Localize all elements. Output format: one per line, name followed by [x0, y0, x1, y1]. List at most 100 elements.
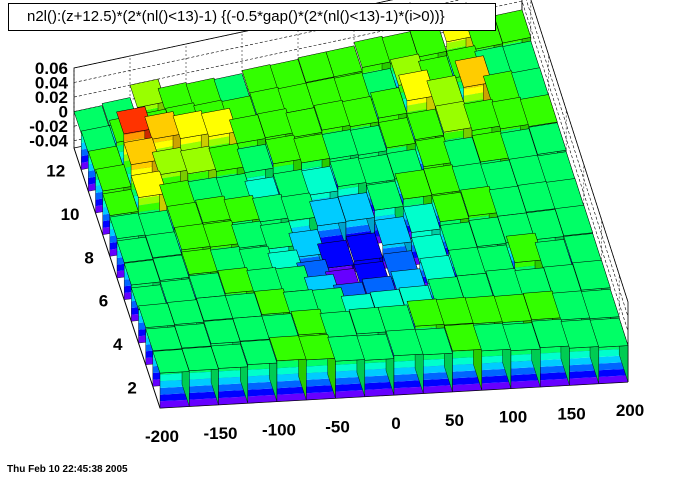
bar-top [116, 236, 154, 263]
bar-top [239, 339, 278, 365]
chart-title: n2l():(z+12.5)*(2*(nl()<13)-1) {(-0.5*ga… [8, 3, 496, 31]
z-tick-label: -0.02 [29, 117, 68, 136]
bar-top [129, 78, 166, 108]
bar-top [144, 111, 181, 140]
bar-front-band [160, 386, 190, 395]
bar-top [464, 295, 503, 324]
z-tick-label: 0.02 [35, 88, 68, 107]
bar-top [195, 195, 232, 224]
lego-bar [414, 327, 453, 394]
bar-front-band [247, 381, 277, 390]
bar-top [398, 69, 436, 102]
bar-top [223, 195, 261, 224]
bar-top [572, 259, 611, 291]
x-tick-label: -50 [325, 417, 350, 436]
bar-front-band [540, 378, 570, 387]
x-tick-label: -200 [145, 427, 179, 446]
bar-top [152, 254, 190, 281]
lego-bar [531, 318, 570, 388]
bar-top [280, 192, 318, 222]
bar-front-band [218, 396, 248, 405]
bar-top [200, 108, 238, 137]
bar-front-band [423, 385, 453, 394]
bar-top [167, 299, 205, 325]
bar-front-band [394, 386, 424, 395]
lego-bar [269, 335, 307, 402]
bar-top [174, 323, 212, 349]
bar-top [502, 322, 541, 351]
bar-top [173, 223, 211, 251]
bar-front-band [160, 399, 190, 408]
bar-top [293, 133, 331, 164]
lego-bar [589, 317, 629, 384]
bar-front-band [569, 377, 599, 386]
bar-front-band [346, 223, 375, 235]
bar-front-band [364, 375, 394, 384]
bar-top [130, 170, 168, 198]
y-tick-label: 10 [61, 205, 80, 224]
bar-top [454, 55, 493, 88]
bar-front-band [160, 393, 190, 402]
lego-bar [443, 323, 483, 393]
bar-top [313, 100, 351, 131]
bar-top [345, 232, 384, 262]
bar-top [519, 94, 558, 127]
timestamp: Thu Feb 10 22:45:38 2005 [7, 464, 128, 475]
bar-top [554, 204, 594, 237]
bar-front-band [382, 245, 412, 256]
bar-front-band [569, 363, 599, 372]
bar-front-band [598, 375, 628, 384]
bar-front-band [306, 391, 336, 400]
bar-front-band [335, 383, 365, 392]
bar-top [402, 203, 441, 233]
bar-top [172, 110, 210, 139]
lego-bar [327, 335, 366, 399]
bar-top [493, 9, 532, 44]
bar-top [123, 259, 161, 286]
bar-top [252, 193, 290, 223]
x-tick-label: 200 [616, 401, 644, 420]
bar-top [473, 322, 512, 352]
z-tick-label: 0.06 [35, 59, 68, 78]
bar-top [145, 326, 183, 351]
bar-front-band [247, 394, 277, 404]
z-tick-label: -0.04 [29, 132, 68, 151]
bar-front-band [511, 373, 541, 382]
bar-top [123, 137, 160, 165]
lego-bar [385, 328, 424, 396]
lego-bar [152, 349, 190, 409]
bar-top [471, 130, 510, 163]
bar-front-band [452, 370, 482, 379]
bar-front-band [511, 366, 541, 376]
bar-top [370, 87, 408, 119]
z-tick-label: 0.04 [35, 74, 69, 93]
bar-top [463, 98, 501, 131]
bar-top [356, 333, 395, 361]
bar-front-band [481, 381, 511, 391]
bar-top [353, 35, 391, 68]
bar-front-band [481, 368, 511, 377]
axis-ticks: -200 -150 -100 -50 0 50 100 150 200246810120.060… [29, 59, 644, 446]
bar-front-band [277, 379, 307, 389]
bar-front-band [306, 378, 336, 387]
bar-front-band [569, 370, 599, 379]
y-tick-label: 2 [127, 378, 136, 397]
bar-top [491, 96, 530, 130]
bar-top [298, 334, 336, 361]
y-tick-label: 12 [46, 162, 65, 181]
bar-top [531, 318, 570, 348]
bar-top [337, 192, 375, 222]
bar-top [374, 216, 412, 246]
bar-front-band [317, 227, 346, 238]
bar-front-band [364, 381, 394, 390]
bar-top [325, 45, 363, 78]
bar-front-band [423, 371, 453, 380]
bar-top [385, 328, 424, 356]
bar-front-band [189, 391, 219, 400]
bar-front-band [335, 390, 365, 399]
x-tick-label: 100 [499, 408, 527, 427]
bar-top [301, 166, 339, 196]
y-tick-label: 8 [84, 248, 93, 267]
bar-front-band [423, 378, 453, 387]
